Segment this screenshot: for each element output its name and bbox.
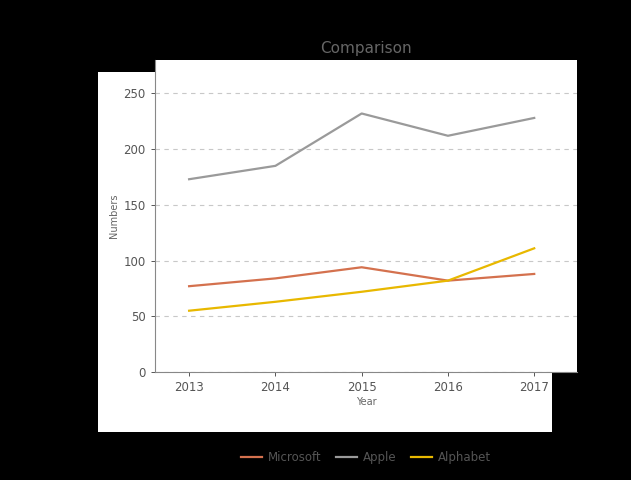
- Apple: [358, 110, 365, 116]
- Apple: [186, 176, 193, 182]
- Apple: [271, 163, 279, 169]
- Line: Microsoft: Microsoft: [189, 267, 534, 286]
- Line: Alphabet: Alphabet: [189, 248, 534, 311]
- Alphabet: [444, 278, 452, 284]
- Microsoft: [358, 264, 365, 270]
- Legend: Microsoft, Apple, Alphabet: Microsoft, Apple, Alphabet: [236, 446, 496, 469]
- Apple: [444, 133, 452, 139]
- Y-axis label: Numbers: Numbers: [109, 194, 119, 238]
- Title: Comparison: Comparison: [320, 41, 412, 56]
- Microsoft: [444, 278, 452, 284]
- Alphabet: [271, 299, 279, 305]
- Alphabet: [186, 308, 193, 313]
- Microsoft: [271, 276, 279, 281]
- Alphabet: [531, 245, 538, 251]
- X-axis label: Year: Year: [356, 397, 376, 407]
- Apple: [531, 115, 538, 121]
- Microsoft: [531, 271, 538, 277]
- Line: Apple: Apple: [189, 113, 534, 179]
- Microsoft: [186, 283, 193, 289]
- Alphabet: [358, 289, 365, 295]
